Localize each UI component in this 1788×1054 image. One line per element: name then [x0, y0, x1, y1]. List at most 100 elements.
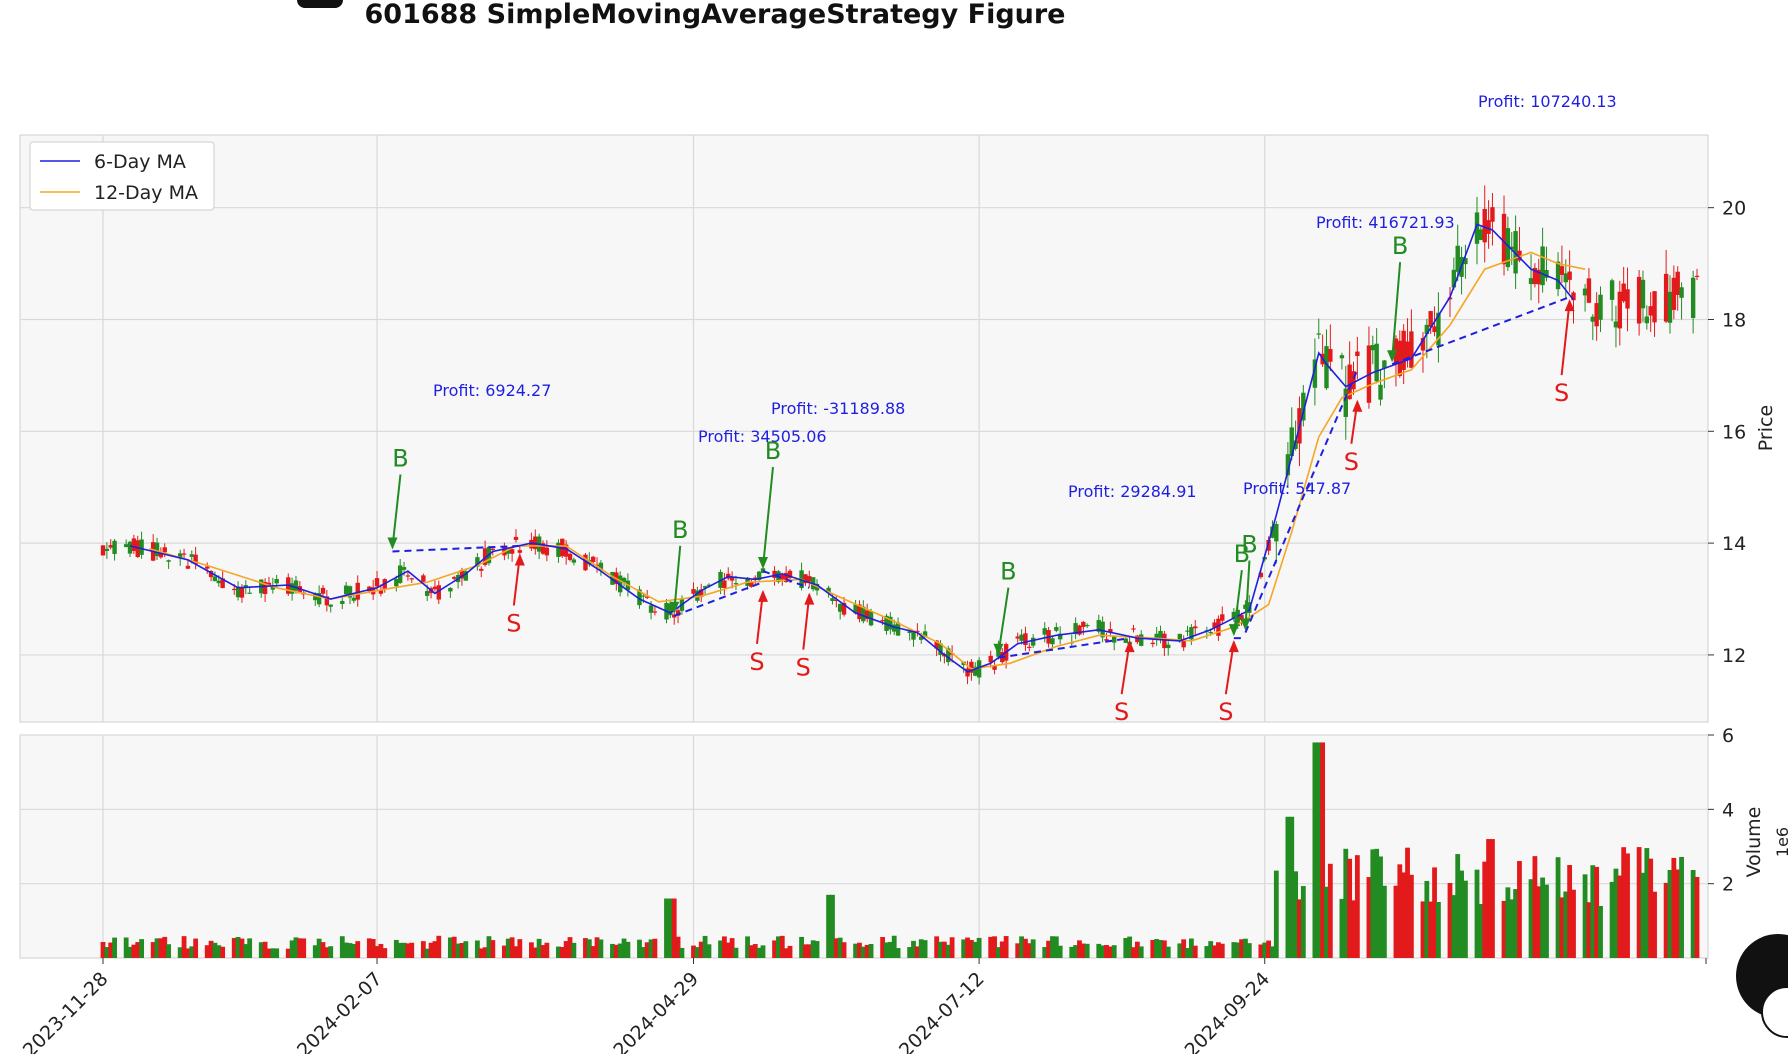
volume-bar	[833, 938, 839, 958]
volume-bar	[1509, 899, 1515, 958]
candle-body	[1289, 427, 1294, 457]
candle-body	[1374, 343, 1379, 382]
volume-bar	[1474, 869, 1480, 958]
volume-bar	[1285, 816, 1291, 958]
volume-bar	[1080, 943, 1086, 958]
sell-arrow-head	[1228, 640, 1239, 653]
volume-bar	[772, 940, 777, 958]
volume-bar	[235, 937, 241, 958]
candle-body	[1015, 636, 1020, 639]
volume-bar	[316, 938, 322, 958]
candle-body	[1096, 620, 1101, 632]
candle-body	[753, 577, 758, 579]
volume-bar	[482, 947, 488, 958]
volume-bar	[1181, 939, 1187, 958]
candle-body	[919, 636, 924, 640]
volume-bar	[1300, 886, 1306, 958]
candle-body	[212, 576, 218, 582]
candle-body	[969, 661, 974, 673]
volume-bar	[1123, 937, 1129, 958]
volume-bar	[1154, 939, 1160, 958]
candle-body	[729, 576, 735, 581]
candle-body	[1536, 269, 1541, 285]
volume-bar	[1490, 839, 1495, 958]
candle-body	[880, 620, 885, 622]
volume-bar	[166, 944, 172, 958]
sell-arrow-head	[1352, 399, 1363, 412]
candle-body	[1324, 346, 1329, 389]
volume-bar	[679, 947, 685, 958]
sell-label: S	[506, 609, 521, 637]
volume-bar	[247, 938, 253, 958]
volume-bar	[540, 945, 546, 958]
volume-bar	[220, 946, 226, 958]
candle-body	[509, 549, 515, 554]
candle-body	[637, 589, 642, 606]
volume-bar	[945, 944, 951, 958]
candle-body	[421, 575, 426, 582]
volume-bar	[455, 943, 461, 958]
candle-body	[598, 562, 604, 571]
buy-arrow	[1244, 560, 1251, 629]
candle-body	[1675, 271, 1680, 295]
candle-body	[1208, 632, 1213, 634]
buy-label: B	[1392, 232, 1408, 260]
volume-bar	[104, 946, 110, 958]
volume-bar	[405, 943, 411, 958]
candle-body	[756, 571, 762, 580]
candle-body	[861, 606, 866, 622]
volume-bar	[1235, 942, 1241, 958]
candle-body	[162, 547, 167, 553]
volume-bar	[1609, 881, 1615, 958]
candle-body	[1563, 273, 1568, 283]
profit-label: Profit: 6924.27	[433, 381, 551, 400]
volume-bar	[621, 938, 627, 958]
volume-bar	[189, 946, 195, 958]
volume-tick-label: 2	[1722, 874, 1734, 896]
candle-body	[1409, 331, 1414, 368]
volume-bar	[1667, 869, 1673, 958]
candle-body	[1347, 364, 1352, 400]
volume-bar	[139, 939, 144, 958]
candle-body	[1084, 624, 1090, 627]
candle-body	[490, 548, 496, 550]
volume-bar	[1432, 867, 1437, 958]
candle-body	[1177, 633, 1183, 640]
volume-bar	[841, 942, 847, 958]
candle-body	[425, 591, 430, 596]
candle-body	[394, 579, 399, 587]
candle-body	[749, 582, 754, 587]
buy-arrow-head	[669, 601, 680, 614]
y-tick-label: 20	[1722, 198, 1746, 220]
candle-body	[1517, 250, 1522, 261]
volume-bar	[1621, 847, 1627, 958]
buy-arrow-head	[387, 537, 398, 550]
volume-bar	[830, 894, 835, 958]
candle-body	[181, 553, 187, 555]
volume-bar	[1150, 939, 1156, 958]
volume-bar	[1648, 858, 1654, 958]
volume-bar	[934, 936, 940, 958]
candle-body	[911, 632, 916, 640]
candle-body	[992, 665, 997, 670]
candle-body	[934, 640, 939, 649]
volume-bar	[324, 947, 330, 958]
volume-bar	[1177, 943, 1183, 958]
volume-bar	[1212, 945, 1217, 958]
volume-bar	[285, 948, 291, 958]
trade-line	[762, 570, 810, 589]
candle-body	[1108, 629, 1113, 633]
volume-bar	[810, 940, 816, 958]
volume-bar	[1528, 879, 1534, 958]
candle-body	[293, 580, 299, 591]
x-tick-label: 2024-09-24	[1181, 968, 1275, 1054]
volume-bar	[1111, 945, 1117, 958]
volume-bar	[158, 938, 164, 958]
chart-title: 601688 SimpleMovingAverageStrategy Figur…	[364, 0, 1066, 30]
candle-body	[841, 602, 847, 615]
candle-body	[1598, 294, 1603, 320]
volume-bar	[297, 938, 303, 958]
sell-arrow	[1560, 301, 1571, 376]
candle-body	[1474, 212, 1480, 244]
volume-bar	[961, 939, 967, 958]
